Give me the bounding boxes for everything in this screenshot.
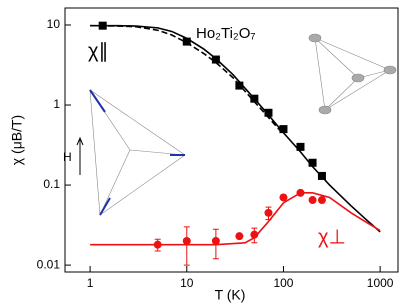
y-tick-label: 1 <box>53 97 60 111</box>
data-point <box>264 208 273 217</box>
y-tick-label: 0.01 <box>37 257 61 271</box>
data-point <box>279 125 288 134</box>
data-point <box>235 232 244 241</box>
annotation: χ⊥ <box>318 226 346 248</box>
x-tick-label: 1000 <box>367 276 394 290</box>
inset-right <box>308 33 397 115</box>
data-point <box>308 196 317 205</box>
data-point <box>264 108 273 117</box>
x-tick-label: 10 <box>180 276 194 290</box>
plot-frame <box>64 7 399 273</box>
data-point <box>308 158 317 167</box>
y-tick-label: 0.1 <box>43 177 60 191</box>
annotation: Ho₂Ti₂O₇ <box>196 25 256 42</box>
x-axis-label: T (K) <box>215 287 246 303</box>
x-tick-label: 1 <box>87 276 94 290</box>
fit-line <box>90 24 285 135</box>
error-bar <box>183 226 190 266</box>
data-point <box>182 37 191 46</box>
inset-left <box>76 89 186 216</box>
data-point <box>279 193 288 202</box>
annotation: H <box>63 150 72 164</box>
annotation: χ∥ <box>88 40 109 62</box>
data-point <box>317 196 326 205</box>
data-point <box>296 142 305 151</box>
x-tick-label: 100 <box>273 276 293 290</box>
data-point <box>250 230 259 239</box>
data-point <box>182 237 191 246</box>
data-point <box>211 237 220 246</box>
fit-line <box>90 24 381 233</box>
fit-line <box>90 192 381 246</box>
y-axis-label: χ (μB/T) <box>9 115 25 165</box>
y-tick-label: 10 <box>47 17 61 31</box>
